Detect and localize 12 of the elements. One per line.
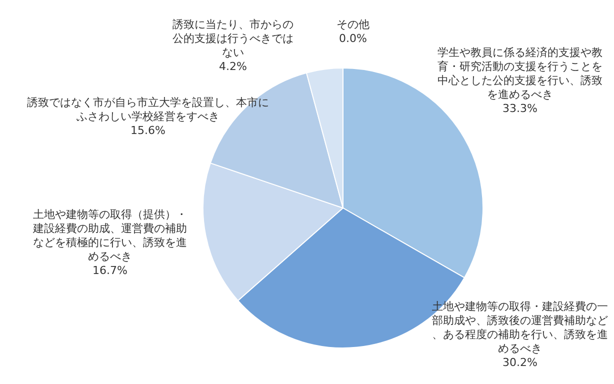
slice-label: 誘致に当たり、市からの公的支援は行うべきではない: [172, 18, 294, 59]
data-label: 4.2%: [219, 60, 247, 73]
data-label: 16.7%: [92, 264, 128, 277]
slice-label: 誘致ではなく市が自ら市立大学を設置し、本市にふさわしい学校経営をすべき: [27, 96, 269, 123]
slice-label: 学生や教員に係る経済的支援や教育・研究活動の支援を行うことを中心とした公的支援を行い、誘致を進めるべき: [438, 46, 602, 101]
slice-label: 土地や建物等の取得（提供）・建設経費の助成、運営費の補助などを積極的に行い、誘致を進めるべき: [32, 208, 187, 263]
data-label: 30.2%: [502, 356, 538, 369]
data-label: 15.6%: [130, 124, 166, 137]
category-label: その他: [336, 18, 370, 31]
data-label: 33.3%: [502, 102, 538, 115]
slice-label: 土地や建物等の取得・建設経費の一部助成や、誘致後の運営費補助など、ある程度の補助を行い、誘致を進めるべき: [432, 300, 608, 355]
text: 0.0%: [339, 32, 367, 45]
